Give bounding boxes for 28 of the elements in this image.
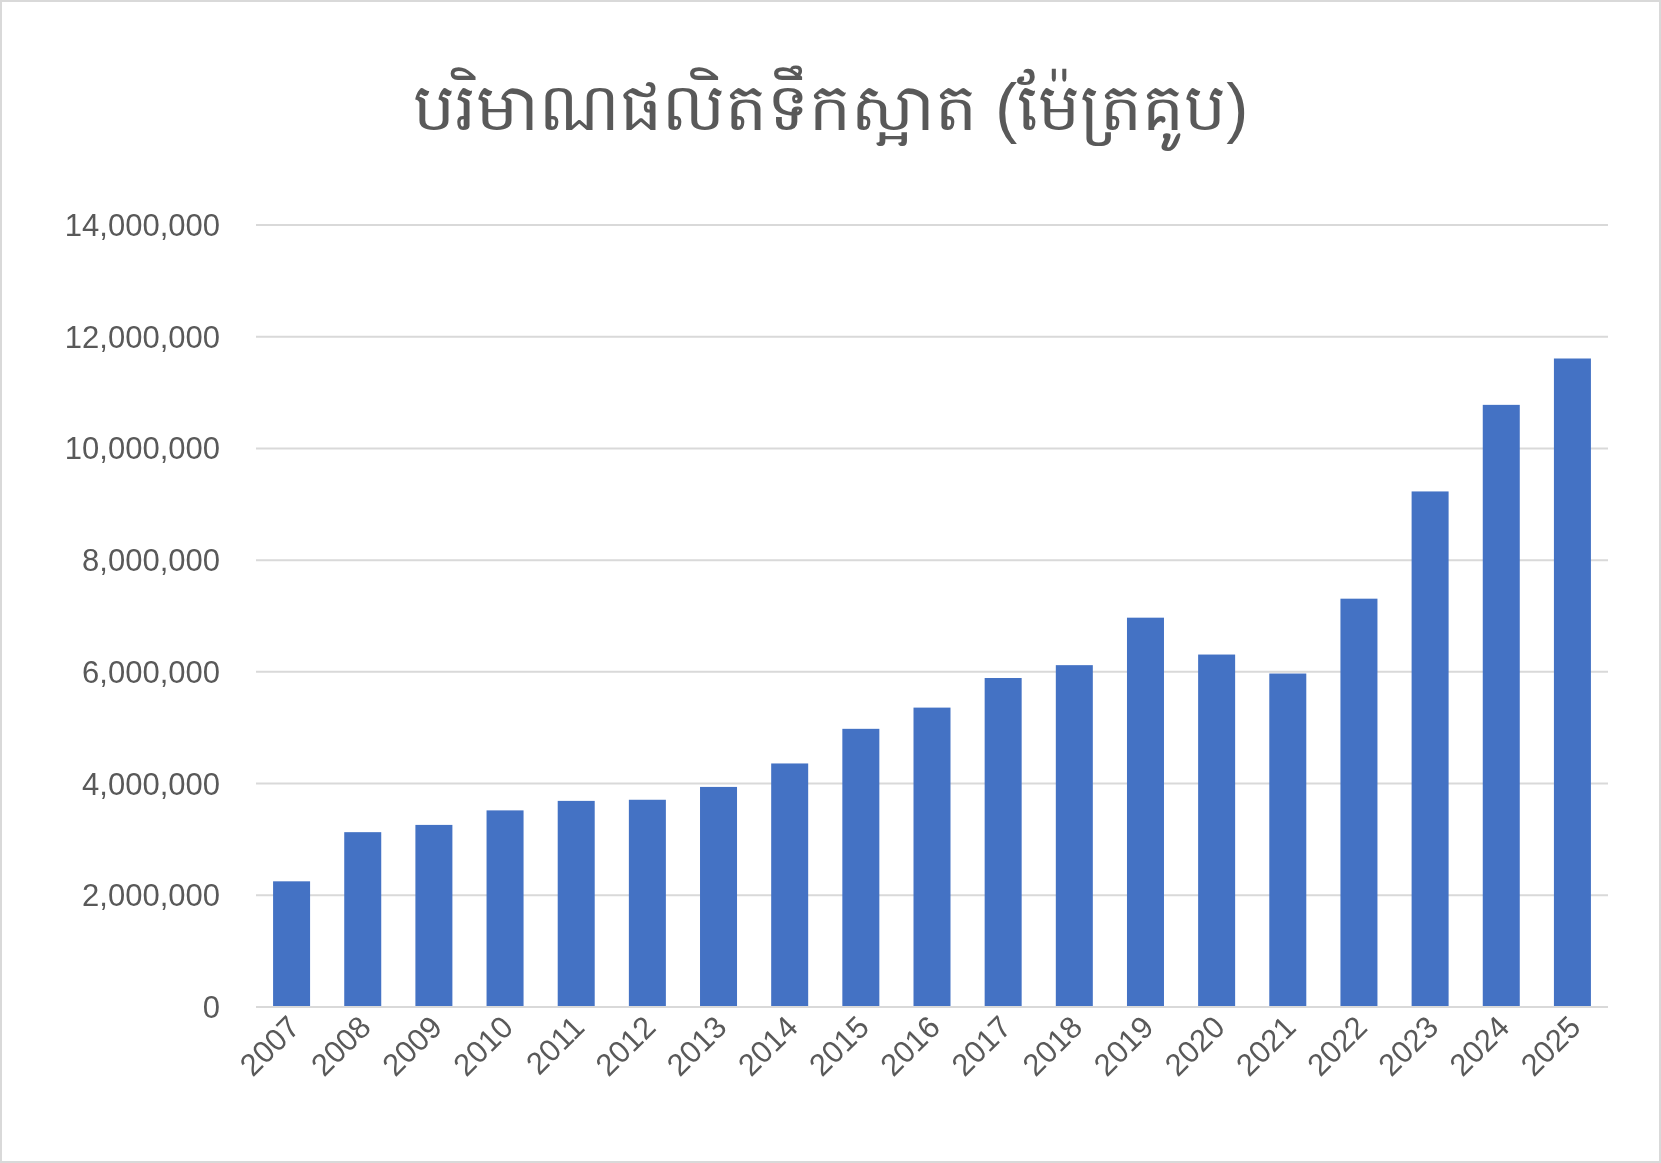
y-tick-label: 0: [202, 990, 220, 1025]
bar: [1553, 358, 1591, 1007]
y-tick-label: 10,000,000: [64, 431, 220, 467]
y-tick-label: 2,000,000: [82, 878, 220, 914]
bar: [1055, 665, 1093, 1007]
bar: [273, 881, 311, 1007]
y-tick-label: 4,000,000: [82, 766, 220, 802]
bar: [913, 707, 951, 1007]
bar: [1482, 404, 1520, 1007]
bar: [1340, 598, 1378, 1007]
y-tick-label: 14,000,000: [64, 208, 220, 243]
bar: [842, 728, 880, 1007]
bar: [344, 832, 382, 1007]
bar: [415, 824, 453, 1007]
y-tick-label: 6,000,000: [82, 654, 220, 690]
bar: [700, 786, 738, 1007]
bar: [1198, 654, 1236, 1007]
bar: [1411, 491, 1449, 1007]
chart-title: បរិមាណផលិតទឹកស្អាត (ម៉ែត្រគូប): [412, 65, 1249, 151]
bar: [1269, 673, 1307, 1007]
bar: [557, 800, 595, 1007]
bar: [628, 799, 666, 1007]
bar: [984, 678, 1022, 1007]
bar: [771, 763, 809, 1007]
y-tick-label: 8,000,000: [82, 543, 220, 579]
y-tick-label: 12,000,000: [64, 319, 220, 355]
bar: [486, 810, 524, 1007]
bar: [1126, 617, 1164, 1007]
